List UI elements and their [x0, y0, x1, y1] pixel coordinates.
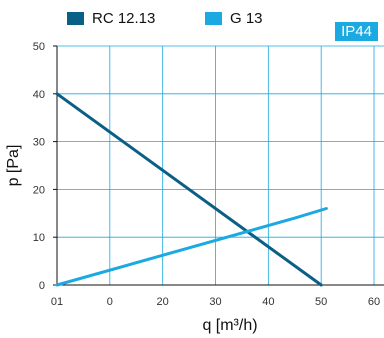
legend-label-g-13: G 13 — [230, 9, 263, 27]
x-tick-label: 01 — [51, 296, 63, 308]
x-tick-label: 60 — [368, 296, 380, 308]
ip44-badge: IP44 — [335, 22, 378, 41]
x-tick-label: 50 — [315, 296, 327, 308]
x-axis-title: q [m³/h) — [202, 317, 257, 334]
x-tick-label: 40 — [262, 296, 274, 308]
y-tick-label: 30 — [33, 137, 45, 149]
legend-item-g-13: G 13 — [205, 9, 263, 27]
y-tick-label: 10 — [33, 232, 45, 244]
y-axis-title: p [Pa] — [5, 145, 22, 187]
legend-swatch-g-13 — [205, 11, 222, 25]
x-tick-label: 20 — [157, 296, 169, 308]
y-tick-label: 0 — [39, 280, 45, 292]
legend-label-rc-12-13: RC 12.13 — [92, 9, 156, 27]
x-tick-label: 30 — [209, 296, 221, 308]
legend-swatch-rc-12-13 — [67, 11, 84, 25]
y-tick-label: 40 — [33, 89, 45, 101]
y-tick-label: 50 — [33, 41, 45, 53]
y-tick-label: 20 — [33, 184, 45, 196]
x-tick-label: 0 — [107, 296, 113, 308]
legend-item-rc-12-13: RC 12.13 — [67, 9, 155, 27]
series-line-rc-12-13 — [55, 92, 323, 287]
series-line-g-13 — [55, 207, 328, 287]
